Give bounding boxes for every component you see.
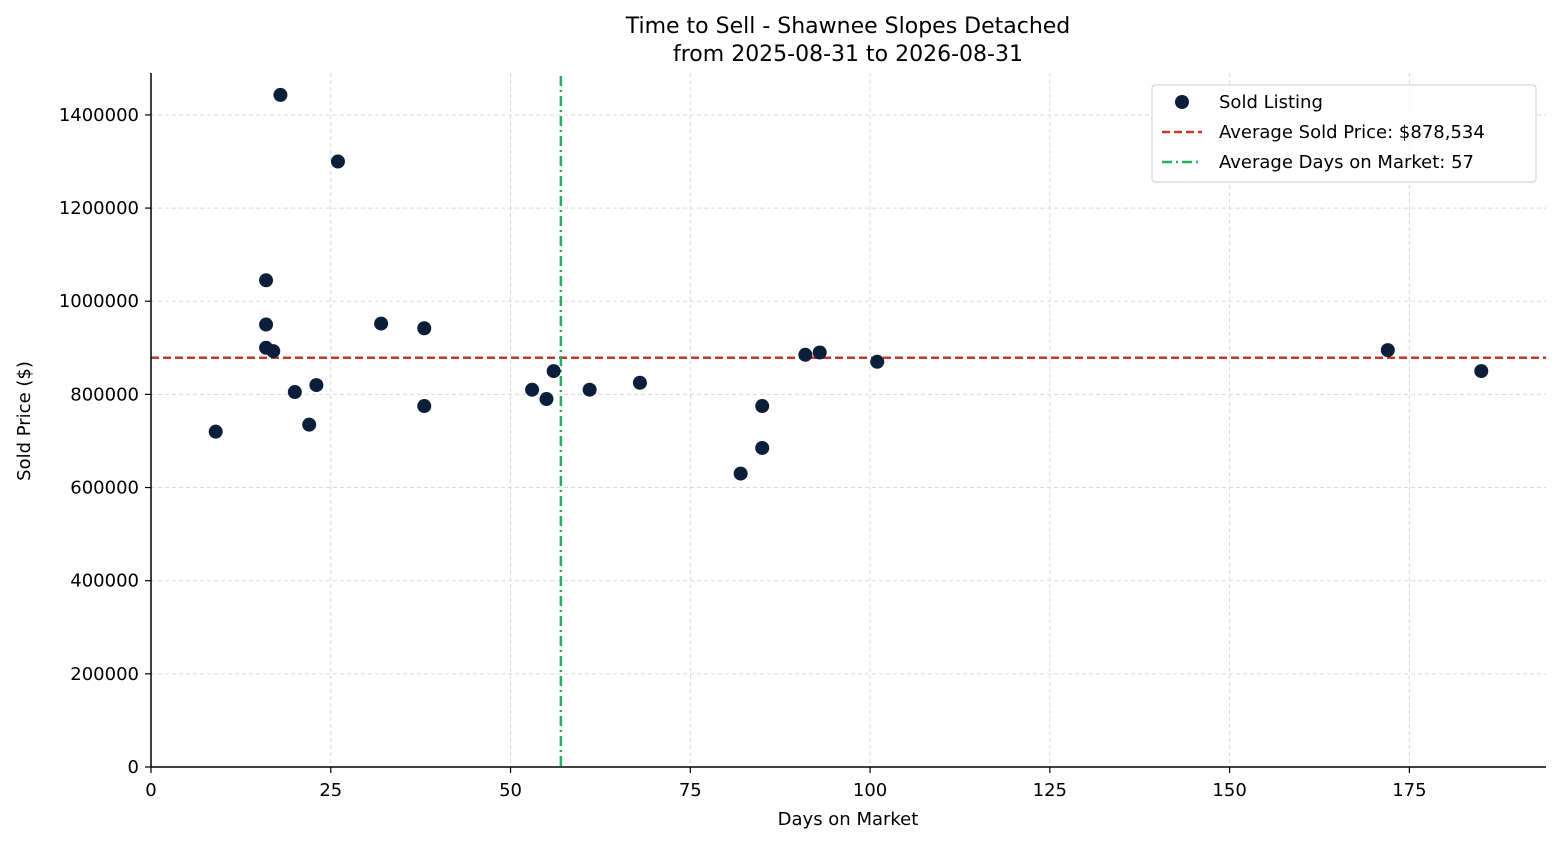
x-tick-label: 175	[1392, 780, 1426, 801]
y-ticks: 0 200000 400000 600000 800000 1000000 1200000 1…	[59, 105, 151, 778]
y-tick-label: 1400000	[59, 105, 139, 126]
grid	[151, 73, 1546, 767]
legend-label-average-price: Average Sold Price: $878,534	[1219, 122, 1485, 143]
data-point	[417, 321, 432, 336]
x-tick-label: 150	[1212, 780, 1246, 801]
data-point	[1474, 364, 1489, 379]
data-point	[539, 392, 554, 407]
data-point	[870, 354, 885, 369]
legend-label-average-days: Average Days on Market: 57	[1219, 152, 1474, 173]
data-point	[798, 347, 813, 362]
data-point	[259, 273, 274, 288]
y-tick-label: 1200000	[59, 198, 139, 219]
reference-lines	[151, 76, 1546, 767]
legend-label-sold-listing: Sold Listing	[1219, 92, 1323, 113]
legend: Sold Listing Average Sold Price: $878,53…	[1151, 84, 1537, 183]
data-point	[259, 317, 274, 332]
x-tick-label: 50	[499, 780, 522, 801]
y-axis-label: Sold Price ($)	[14, 361, 35, 481]
data-point	[374, 316, 389, 331]
x-ticks: 0 25 50 75 100 125 150 175	[145, 767, 1427, 801]
data-points	[208, 87, 1489, 481]
data-point	[755, 440, 770, 455]
x-tick-label: 25	[319, 780, 342, 801]
data-point	[208, 424, 223, 439]
y-tick-label: 200000	[70, 664, 139, 685]
data-point	[1380, 343, 1395, 358]
legend-marker-sold-listing	[1175, 95, 1189, 109]
data-point	[309, 378, 324, 393]
chart-title-line1: Time to Sell - Shawnee Slopes Detached	[625, 14, 1071, 39]
axes	[150, 73, 1546, 768]
x-tick-label: 75	[679, 780, 702, 801]
y-tick-label: 800000	[70, 384, 139, 405]
legend-box	[1151, 84, 1537, 183]
x-tick-label: 0	[145, 780, 156, 801]
y-tick-label: 600000	[70, 478, 139, 499]
data-point	[632, 375, 647, 390]
y-tick-label: 400000	[70, 571, 139, 592]
data-point	[582, 382, 597, 397]
x-axis-label: Days on Market	[778, 809, 919, 830]
data-point	[266, 344, 281, 359]
data-point	[812, 345, 827, 360]
x-tick-label: 125	[1033, 780, 1067, 801]
y-tick-label: 0	[128, 757, 139, 778]
data-point	[287, 385, 302, 400]
data-point	[525, 382, 540, 397]
data-point	[755, 399, 770, 414]
data-point	[733, 466, 748, 481]
data-point	[273, 87, 288, 102]
y-tick-label: 1000000	[59, 291, 139, 312]
x-tick-label: 100	[853, 780, 887, 801]
chart-title-line2: from 2025-08-31 to 2026-08-31	[673, 42, 1023, 67]
data-point	[417, 399, 432, 414]
data-point	[546, 364, 561, 379]
data-point	[302, 417, 317, 432]
data-point	[330, 154, 345, 169]
